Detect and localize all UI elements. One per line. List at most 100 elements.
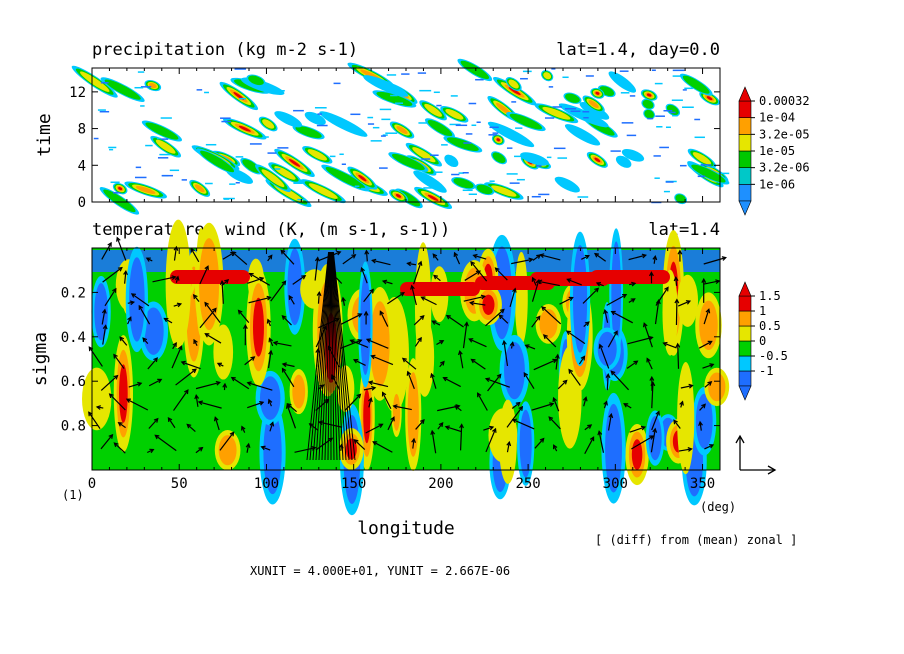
wind-arrow	[603, 308, 609, 323]
wind-arrow	[437, 422, 444, 430]
precip-dash	[235, 182, 240, 184]
wind-arrow	[439, 360, 445, 368]
temp-legend-arrow-top	[738, 281, 752, 297]
wind-arrow	[314, 256, 320, 281]
temp-level	[218, 435, 237, 466]
wind-arrow	[222, 382, 228, 391]
wind-arrow	[531, 402, 555, 411]
wind-arrow	[414, 336, 422, 347]
wind-arrow	[698, 420, 703, 431]
temp-anomaly-column	[535, 303, 562, 344]
precip-level	[706, 96, 713, 101]
wind-arrow	[470, 260, 488, 282]
wind-arrow	[468, 338, 487, 348]
wind-arrow	[125, 398, 149, 411]
precip-level	[565, 93, 580, 103]
temp-anomaly-column	[358, 261, 373, 388]
wind-arrow	[340, 339, 363, 349]
precip-streak	[389, 121, 415, 139]
precip-level	[295, 126, 322, 139]
wind-arrow	[531, 315, 541, 328]
wind-arrow	[281, 367, 295, 388]
longitude-xtick-label: 150	[341, 476, 366, 492]
precip-streak	[150, 135, 182, 158]
wind-arrow	[352, 358, 366, 366]
longitude-xtick-label: 300	[603, 476, 628, 492]
wind-arrow	[100, 374, 119, 391]
precip-streak	[590, 87, 605, 99]
wind-arrow	[104, 287, 117, 307]
wind-arrow	[678, 447, 693, 452]
wind-arrow	[646, 357, 653, 370]
precip-level	[446, 137, 479, 152]
wind-arrow	[148, 417, 159, 429]
wind-arrow-convergent	[332, 251, 356, 461]
wind-arrow	[477, 392, 488, 411]
wind-arrow	[509, 287, 517, 308]
wind-arrow	[363, 385, 377, 391]
wind-arrow	[248, 272, 270, 286]
wind-arrow	[472, 253, 487, 260]
temp-level	[519, 409, 532, 478]
precip-dash	[221, 120, 232, 123]
temp-anomaly-column	[82, 367, 112, 431]
precip-dash	[492, 132, 499, 134]
wind-arrow	[174, 275, 180, 283]
wind-arrow	[213, 416, 220, 431]
precip-legend-swatch	[738, 134, 752, 152]
precip-dash	[316, 124, 328, 127]
wind-arrow	[117, 421, 126, 429]
precip-level	[444, 154, 459, 168]
temp-level	[662, 269, 678, 356]
precip-level	[666, 104, 679, 116]
precip-plot-area	[71, 58, 730, 215]
precip-dash	[159, 153, 171, 156]
wind-arrow	[406, 261, 417, 267]
temp-ytick-label: 0.4	[61, 330, 86, 346]
precip-streak	[443, 135, 483, 153]
precip-streak	[506, 111, 546, 132]
precip-dash	[110, 181, 120, 184]
wind-arrow	[365, 338, 389, 349]
precip-legend-swatch	[738, 117, 752, 135]
precip-level	[491, 185, 517, 197]
wind-arrow	[267, 349, 273, 369]
longitude-xtick-label: 100	[254, 476, 279, 492]
precip-level	[135, 186, 156, 194]
precip-dash	[157, 157, 169, 159]
wind-arrow	[138, 304, 151, 325]
precip-dash	[665, 126, 671, 129]
precip-dash	[564, 108, 577, 110]
wind-arrow	[272, 340, 292, 347]
precip-dash	[621, 122, 634, 124]
temp-anomaly-column	[662, 269, 678, 356]
wind-arrow	[154, 434, 177, 452]
precip-dash	[610, 150, 621, 152]
wind-arrow	[268, 337, 274, 347]
wind-arrow	[192, 294, 200, 303]
precip-legend-swatch	[738, 184, 752, 202]
precip-dash	[280, 90, 285, 92]
precip-dash	[700, 164, 712, 166]
wind-arrow	[219, 431, 235, 451]
precip-dash	[515, 127, 523, 129]
wind-arrow	[654, 298, 661, 325]
wind-arrow	[552, 396, 560, 412]
wind-arrow	[511, 401, 521, 409]
wind-arrow	[101, 241, 112, 260]
precip-dash	[562, 76, 569, 79]
precip-dash	[314, 107, 327, 109]
wind-arrow	[566, 278, 582, 286]
wind-arrow	[457, 349, 464, 369]
wind-arrow	[219, 279, 225, 304]
wind-arrow	[554, 353, 560, 370]
wind-arrow	[698, 340, 713, 349]
precip-dash	[205, 143, 217, 146]
wind-arrow	[680, 383, 694, 389]
precip-legend-swatch	[738, 100, 752, 118]
wind-arrow	[152, 275, 177, 283]
wind-arrow-convergent	[321, 251, 331, 461]
precip-dash	[450, 95, 458, 97]
wind-arrow	[565, 330, 586, 345]
